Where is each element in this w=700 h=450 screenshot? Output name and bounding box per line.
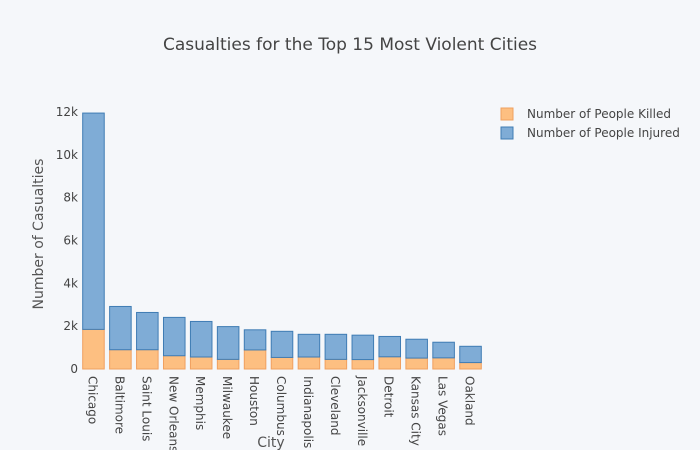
y-tick-label: 10k xyxy=(56,148,78,162)
bar-killed-columbus xyxy=(270,356,294,370)
x-tick-label: Chicago xyxy=(85,376,99,424)
y-tick-label: 12k xyxy=(56,105,78,119)
y-tick-label: 2k xyxy=(63,319,78,333)
bar-injured-saint-louis xyxy=(136,311,159,351)
bars-layer xyxy=(82,112,482,370)
bar-killed-oakland xyxy=(459,362,482,370)
bar-killed-cleveland xyxy=(324,358,348,370)
chart-title: Casualties for the Top 15 Most Violent C… xyxy=(163,35,537,55)
legend-swatch-killed xyxy=(500,107,514,121)
bar-injured-jacksonville xyxy=(351,334,375,361)
y-axis-ticks: 0 2k 4k 6k 8k 10k 12k xyxy=(56,105,78,376)
bar-injured-milwaukee xyxy=(216,326,240,360)
bar-injured-houston xyxy=(243,329,267,351)
legend: Number of People Killed Number of People … xyxy=(500,107,680,140)
bar-injured-detroit xyxy=(378,335,402,358)
x-tick-label: Cleveland xyxy=(328,376,342,436)
x-tick-label: Houston xyxy=(247,376,261,426)
y-tick-label: 8k xyxy=(63,191,78,205)
x-tick-label: Baltimore xyxy=(112,376,126,434)
bar-injured-baltimore xyxy=(109,305,132,351)
x-axis-ticks: Chicago Baltimore Saint Louis New Orleans Me… xyxy=(85,375,476,450)
y-axis-title: Number of Casualties xyxy=(31,159,47,310)
bar-injured-new-orleans xyxy=(162,316,186,357)
bar-killed-houston xyxy=(243,349,267,370)
x-tick-label: Kansas City xyxy=(409,376,423,446)
bar-killed-memphis xyxy=(189,356,213,370)
legend-swatch-injured xyxy=(500,126,514,140)
legend-label-killed: Number of People Killed xyxy=(527,107,671,121)
x-tick-label: Memphis xyxy=(193,376,207,430)
bar-killed-indianapolis xyxy=(297,356,321,370)
x-tick-label: Detroit xyxy=(382,376,396,418)
bar-injured-indianapolis xyxy=(297,333,321,358)
x-tick-label: Saint Louis xyxy=(139,376,153,441)
x-axis-title: City xyxy=(257,435,284,450)
bar-injured-cleveland xyxy=(324,333,348,360)
bar-injured-kansas-city xyxy=(405,338,428,359)
bar-killed-new-orleans xyxy=(162,355,186,370)
bar-injured-oakland xyxy=(459,345,482,364)
bar-killed-milwaukee xyxy=(216,358,240,370)
y-tick-label: 0 xyxy=(70,362,78,376)
y-tick-label: 6k xyxy=(63,234,78,248)
bar-injured-chicago xyxy=(82,112,105,330)
x-tick-label: Indianapolis xyxy=(301,376,315,448)
bar-killed-jacksonville xyxy=(351,359,375,370)
bar-killed-baltimore xyxy=(109,349,132,370)
x-tick-label: New Orleans xyxy=(166,376,180,450)
bar-injured-columbus xyxy=(270,330,294,358)
bar-killed-kansas-city xyxy=(405,357,428,370)
bar-killed-chicago xyxy=(82,328,105,370)
bar-killed-detroit xyxy=(378,356,402,370)
y-tick-label: 4k xyxy=(63,276,78,290)
x-tick-label: Oakland xyxy=(463,376,477,426)
x-tick-label: Milwaukee xyxy=(220,376,234,439)
x-tick-label: Columbus xyxy=(274,376,288,436)
x-tick-label: Las Vegas xyxy=(436,376,450,436)
bar-killed-saint-louis xyxy=(136,349,159,370)
x-tick-label: Jacksonville xyxy=(355,375,369,446)
bar-injured-las-vegas xyxy=(432,341,455,359)
legend-label-injured: Number of People Injured xyxy=(527,126,680,140)
bar-injured-memphis xyxy=(189,320,213,358)
bar-killed-las-vegas xyxy=(432,357,455,370)
